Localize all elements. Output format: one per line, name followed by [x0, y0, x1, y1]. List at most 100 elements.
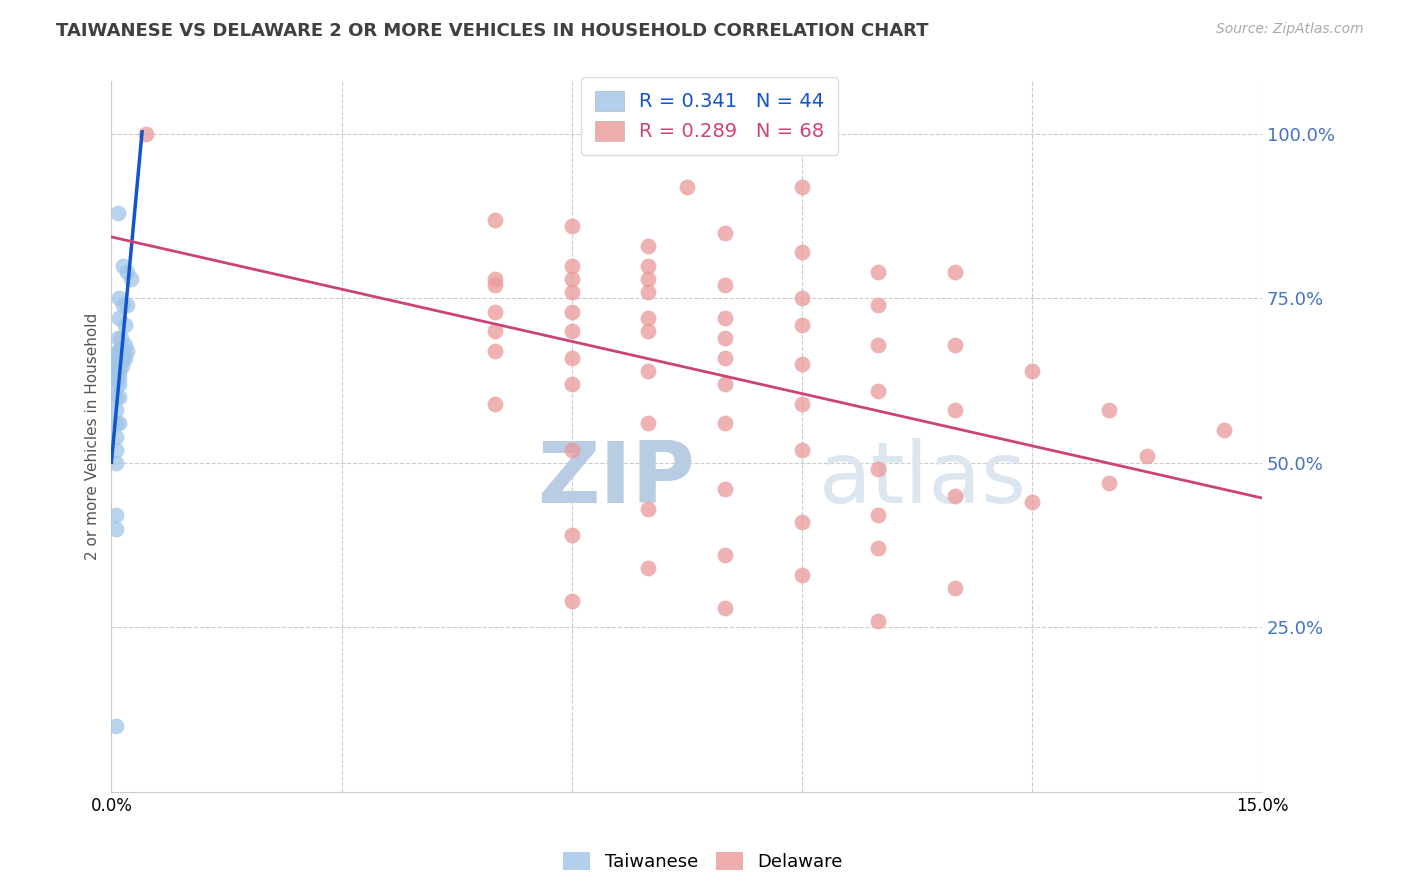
Point [790, 397, 813, 411]
Point [943, 265, 966, 279]
Point [105, 364, 128, 378]
Point [714, 226, 737, 240]
Text: Source: ZipAtlas.com: Source: ZipAtlas.com [1216, 22, 1364, 37]
Point [484, 304, 506, 318]
Point [561, 219, 583, 234]
Point [790, 179, 813, 194]
Point [105, 442, 128, 457]
Point [561, 324, 583, 338]
Point [637, 502, 659, 516]
Point [111, 344, 134, 359]
Text: atlas: atlas [818, 438, 1026, 521]
Point [108, 390, 131, 404]
Point [790, 357, 813, 371]
Point [105, 417, 128, 431]
Point [868, 298, 890, 312]
Point [714, 376, 737, 391]
Point [1136, 450, 1159, 464]
Point [105, 456, 128, 470]
Point [561, 528, 583, 542]
Point [108, 311, 131, 326]
Point [1097, 475, 1119, 490]
Point [561, 271, 583, 285]
Point [714, 600, 737, 615]
Point [105, 376, 128, 391]
Point [108, 347, 131, 361]
Point [115, 298, 138, 312]
Point [790, 515, 813, 529]
Point [108, 376, 131, 391]
Point [868, 614, 890, 628]
Point [108, 370, 131, 384]
Point [637, 417, 659, 431]
Point [107, 344, 129, 359]
Legend: R = 0.341   N = 44, R = 0.289   N = 68: R = 0.341 N = 44, R = 0.289 N = 68 [581, 77, 838, 155]
Point [637, 259, 659, 273]
Point [108, 364, 131, 378]
Point [114, 318, 136, 332]
Point [1097, 403, 1119, 417]
Point [105, 522, 128, 536]
Point [790, 567, 813, 582]
Point [107, 347, 129, 361]
Point [115, 344, 138, 359]
Point [943, 337, 966, 351]
Point [561, 442, 583, 457]
Point [105, 390, 128, 404]
Point [561, 259, 583, 273]
Point [135, 127, 157, 141]
Point [637, 271, 659, 285]
Point [484, 212, 506, 227]
Point [714, 482, 737, 496]
Point [714, 417, 737, 431]
Point [637, 239, 659, 253]
Point [111, 354, 134, 368]
Point [790, 318, 813, 332]
Point [943, 403, 966, 417]
Point [111, 351, 134, 365]
Point [868, 508, 890, 523]
Point [111, 359, 134, 373]
Point [714, 331, 737, 345]
Point [714, 311, 737, 326]
Point [111, 298, 134, 312]
Point [111, 259, 134, 273]
Point [110, 331, 132, 345]
Point [561, 376, 583, 391]
Point [108, 292, 131, 306]
Point [1212, 423, 1234, 437]
Point [868, 265, 890, 279]
Point [108, 417, 131, 431]
Point [120, 271, 142, 285]
Point [714, 548, 737, 562]
Point [790, 292, 813, 306]
Point [114, 351, 136, 365]
Point [943, 489, 966, 503]
Legend: Taiwanese, Delaware: Taiwanese, Delaware [555, 845, 851, 879]
Point [637, 364, 659, 378]
Point [105, 354, 128, 368]
Point [105, 370, 128, 384]
Point [484, 271, 506, 285]
Point [107, 331, 129, 345]
Point [114, 337, 136, 351]
Point [561, 594, 583, 608]
Text: ZIP: ZIP [537, 438, 695, 521]
Point [637, 324, 659, 338]
Point [561, 285, 583, 299]
Point [108, 354, 131, 368]
Point [561, 304, 583, 318]
Point [868, 384, 890, 398]
Point [714, 351, 737, 365]
Point [105, 403, 128, 417]
Point [108, 359, 131, 373]
Point [637, 311, 659, 326]
Point [868, 541, 890, 556]
Point [868, 462, 890, 476]
Point [637, 561, 659, 575]
Point [561, 351, 583, 365]
Point [107, 206, 129, 220]
Point [943, 581, 966, 595]
Point [484, 324, 506, 338]
Point [790, 442, 813, 457]
